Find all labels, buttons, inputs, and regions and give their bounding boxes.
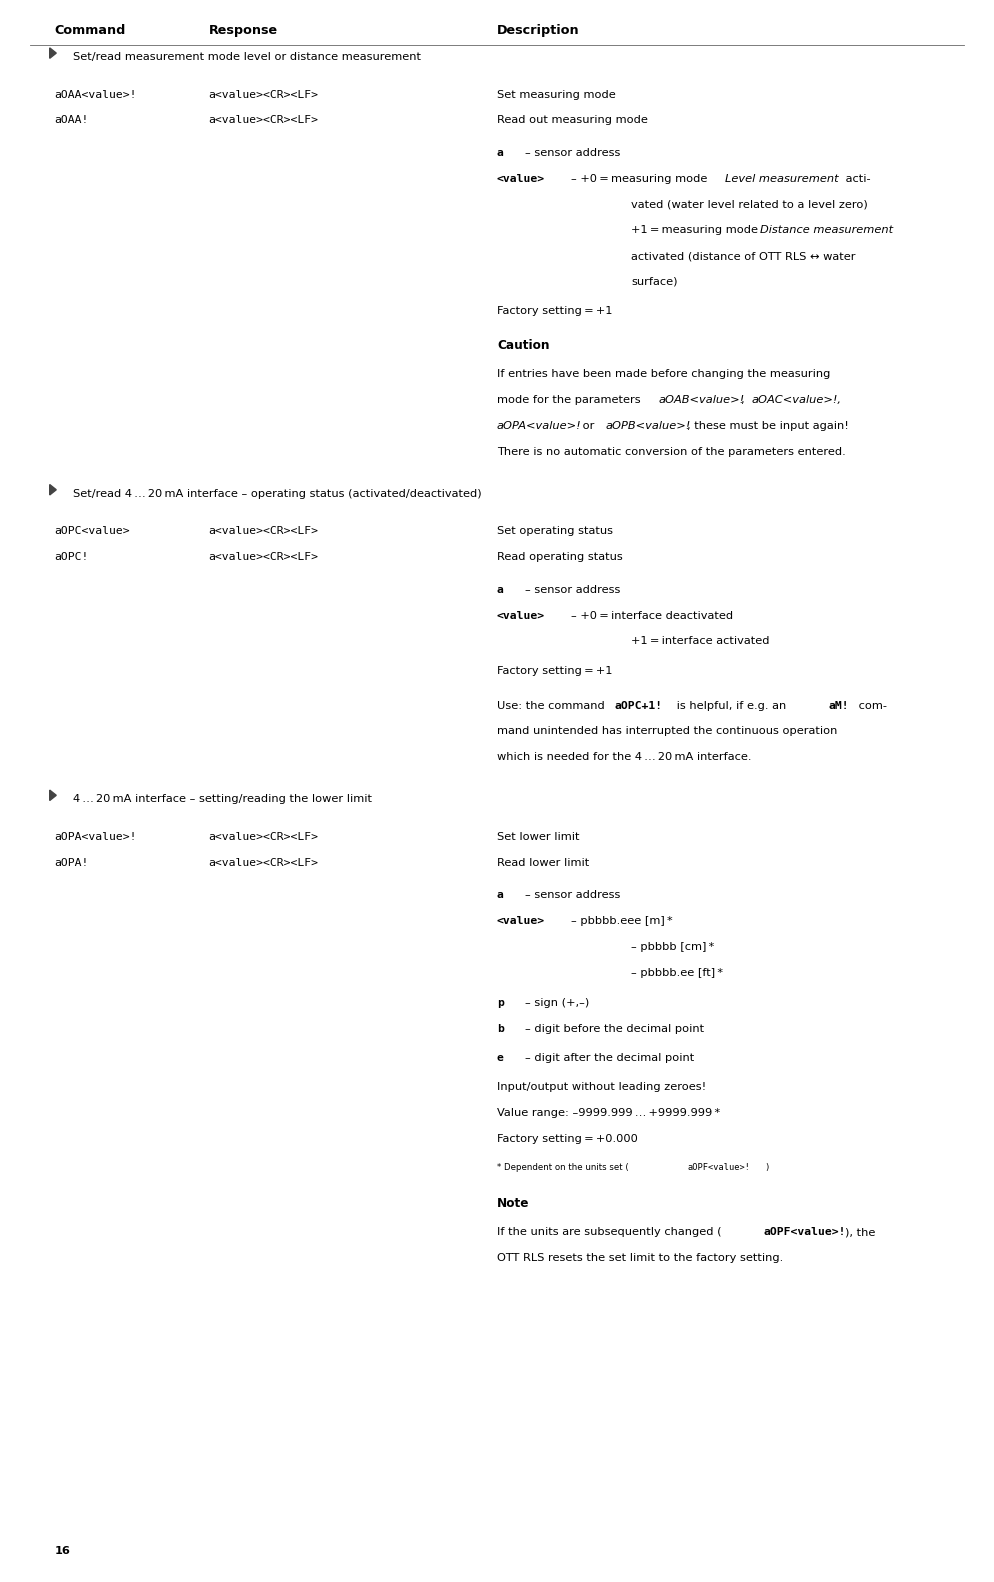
Polygon shape	[50, 484, 57, 495]
Text: or: or	[579, 421, 597, 430]
Text: ,: ,	[741, 396, 747, 405]
Text: aOPF<value>!: aOPF<value>!	[763, 1228, 846, 1237]
Text: activated (distance of OTT RLS ↔ water: activated (distance of OTT RLS ↔ water	[631, 252, 856, 261]
Text: Command: Command	[55, 24, 126, 36]
Text: Response: Response	[209, 24, 278, 36]
Text: – sensor address: – sensor address	[525, 149, 620, 158]
Text: p: p	[497, 998, 504, 1008]
Text: b: b	[497, 1024, 504, 1033]
Text: a<value><CR><LF>: a<value><CR><LF>	[209, 527, 319, 536]
Text: +1 = interface activated: +1 = interface activated	[631, 636, 769, 647]
Text: Description: Description	[497, 24, 580, 36]
Text: a<value><CR><LF>: a<value><CR><LF>	[209, 832, 319, 842]
Text: Distance measurement: Distance measurement	[760, 225, 894, 236]
Text: – pbbbb.ee [ft] *: – pbbbb.ee [ft] *	[631, 968, 724, 978]
Text: Value range: –9999.999 … +9999.999 *: Value range: –9999.999 … +9999.999 *	[497, 1107, 720, 1118]
Text: ), the: ), the	[845, 1228, 876, 1237]
Text: , these must be input again!: , these must be input again!	[687, 421, 849, 430]
Text: aOPC+1!: aOPC+1!	[614, 701, 662, 710]
Text: Use: the command: Use: the command	[497, 701, 608, 710]
Text: – +0 = measuring mode: – +0 = measuring mode	[571, 174, 711, 184]
Text: Set lower limit: Set lower limit	[497, 832, 580, 842]
Text: Read operating status: Read operating status	[497, 552, 623, 562]
Text: <value>: <value>	[497, 916, 545, 925]
Text: aOPC<value>: aOPC<value>	[55, 527, 130, 536]
Text: Set/read 4 … 20 mA interface – operating status (activated/deactivated): Set/read 4 … 20 mA interface – operating…	[73, 489, 481, 498]
Text: which is needed for the 4 … 20 mA interface.: which is needed for the 4 … 20 mA interf…	[497, 751, 751, 763]
Text: – digit before the decimal point: – digit before the decimal point	[525, 1024, 704, 1033]
Text: Set/read measurement mode level or distance measurement: Set/read measurement mode level or dista…	[73, 52, 420, 62]
Text: Input/output without leading zeroes!: Input/output without leading zeroes!	[497, 1082, 707, 1092]
Text: a: a	[497, 149, 504, 158]
Text: aOPB<value>!: aOPB<value>!	[605, 421, 691, 430]
Text: aOPA<value>!: aOPA<value>!	[497, 421, 581, 430]
Text: ): )	[765, 1163, 768, 1172]
Text: – sensor address: – sensor address	[525, 585, 620, 595]
Text: aOAB<value>!: aOAB<value>!	[659, 396, 746, 405]
Text: <value>: <value>	[497, 174, 545, 184]
Text: a: a	[497, 891, 504, 900]
Text: a<value><CR><LF>: a<value><CR><LF>	[209, 90, 319, 100]
Text: a<value><CR><LF>: a<value><CR><LF>	[209, 857, 319, 867]
Text: Read out measuring mode: Read out measuring mode	[497, 115, 648, 125]
Text: Set operating status: Set operating status	[497, 527, 613, 536]
Text: 16: 16	[55, 1546, 71, 1555]
Text: aM!: aM!	[829, 701, 850, 710]
Text: aOPF<value>!: aOPF<value>!	[688, 1163, 750, 1172]
Text: – sensor address: – sensor address	[525, 891, 620, 900]
Text: mode for the parameters: mode for the parameters	[497, 396, 644, 405]
Text: aOPA!: aOPA!	[55, 857, 89, 867]
Text: <value>: <value>	[497, 611, 545, 620]
Text: aOAA!: aOAA!	[55, 115, 89, 125]
Text: – pbbbb [cm] *: – pbbbb [cm] *	[631, 941, 715, 952]
Text: Read lower limit: Read lower limit	[497, 857, 589, 867]
Text: Factory setting = +1: Factory setting = +1	[497, 666, 612, 676]
Text: If the units are subsequently changed (: If the units are subsequently changed (	[497, 1228, 722, 1237]
Text: aOPA<value>!: aOPA<value>!	[55, 832, 137, 842]
Text: – pbbbb.eee [m] *: – pbbbb.eee [m] *	[571, 916, 672, 925]
Text: +1 = measuring mode: +1 = measuring mode	[631, 225, 761, 236]
Text: mand unintended has interrupted the continuous operation: mand unintended has interrupted the cont…	[497, 726, 837, 737]
Text: Level measurement: Level measurement	[725, 174, 838, 184]
Text: – sign (+,–): – sign (+,–)	[525, 998, 589, 1008]
Text: e: e	[497, 1054, 504, 1063]
Text: acti-: acti-	[842, 174, 871, 184]
Text: Factory setting = +1: Factory setting = +1	[497, 307, 612, 316]
Polygon shape	[50, 789, 57, 800]
Text: a: a	[497, 585, 504, 595]
Text: is helpful, if e.g. an: is helpful, if e.g. an	[673, 701, 790, 710]
Text: 4 … 20 mA interface – setting/reading the lower limit: 4 … 20 mA interface – setting/reading th…	[73, 794, 372, 804]
Text: If entries have been made before changing the measuring: If entries have been made before changin…	[497, 369, 830, 380]
Text: Factory setting = +0.000: Factory setting = +0.000	[497, 1134, 638, 1144]
Text: com-: com-	[855, 701, 887, 710]
Text: There is no automatic conversion of the parameters entered.: There is no automatic conversion of the …	[497, 446, 846, 457]
Polygon shape	[50, 47, 57, 59]
Text: OTT RLS resets the set limit to the factory setting.: OTT RLS resets the set limit to the fact…	[497, 1253, 783, 1264]
Text: aOPC!: aOPC!	[55, 552, 89, 562]
Text: a<value><CR><LF>: a<value><CR><LF>	[209, 552, 319, 562]
Text: Set measuring mode: Set measuring mode	[497, 90, 615, 100]
Text: aOAC<value>!,: aOAC<value>!,	[751, 396, 842, 405]
Text: aOAA<value>!: aOAA<value>!	[55, 90, 137, 100]
Text: – +0 = interface deactivated: – +0 = interface deactivated	[571, 611, 733, 620]
Text: surface): surface)	[631, 277, 678, 286]
Text: vated (water level related to a level zero): vated (water level related to a level ze…	[631, 199, 868, 210]
Text: Caution: Caution	[497, 339, 550, 353]
Text: Note: Note	[497, 1198, 530, 1210]
Text: a<value><CR><LF>: a<value><CR><LF>	[209, 115, 319, 125]
Text: * Dependent on the units set (: * Dependent on the units set (	[497, 1163, 629, 1172]
Text: – digit after the decimal point: – digit after the decimal point	[525, 1054, 694, 1063]
